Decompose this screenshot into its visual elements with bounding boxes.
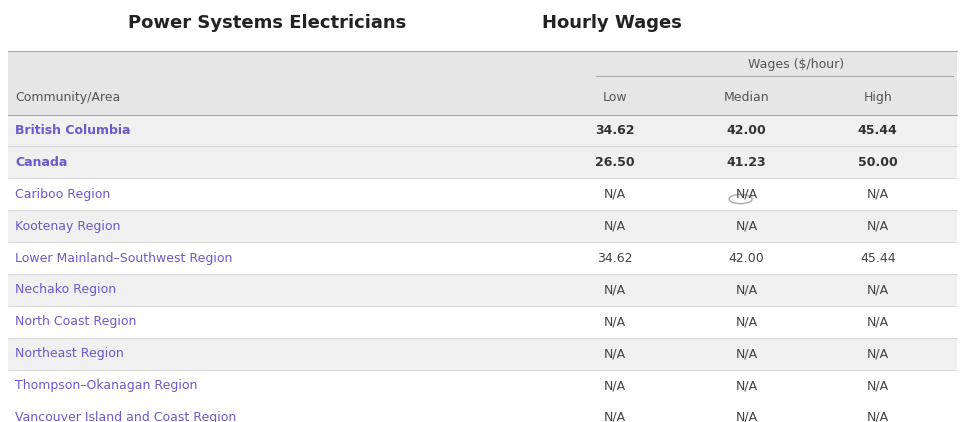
- Text: N/A: N/A: [604, 188, 626, 201]
- Text: N/A: N/A: [867, 219, 889, 233]
- Text: Vancouver Island and Coast Region: Vancouver Island and Coast Region: [15, 411, 236, 422]
- Text: Low: Low: [602, 91, 627, 103]
- Text: N/A: N/A: [735, 379, 758, 392]
- FancyBboxPatch shape: [8, 210, 957, 242]
- Text: Community/Area: Community/Area: [15, 91, 121, 103]
- Text: High: High: [864, 91, 893, 103]
- Text: N/A: N/A: [604, 411, 626, 422]
- Text: N/A: N/A: [867, 411, 889, 422]
- Text: 41.23: 41.23: [727, 156, 766, 169]
- Text: 45.44: 45.44: [858, 124, 897, 137]
- Text: Power Systems Electricians: Power Systems Electricians: [127, 14, 405, 32]
- Text: North Coast Region: North Coast Region: [15, 315, 137, 328]
- Text: 42.00: 42.00: [727, 124, 766, 137]
- Text: Nechako Region: Nechako Region: [15, 284, 117, 296]
- Text: Kootenay Region: Kootenay Region: [15, 219, 121, 233]
- Text: N/A: N/A: [604, 379, 626, 392]
- Text: Cariboo Region: Cariboo Region: [15, 188, 111, 201]
- Text: Median: Median: [724, 91, 769, 103]
- Text: N/A: N/A: [867, 315, 889, 328]
- Text: 50.00: 50.00: [858, 156, 897, 169]
- Text: N/A: N/A: [604, 315, 626, 328]
- Text: N/A: N/A: [735, 188, 758, 201]
- Text: 34.62: 34.62: [597, 252, 633, 265]
- Text: N/A: N/A: [735, 284, 758, 296]
- Text: Wages ($/hour): Wages ($/hour): [748, 58, 843, 70]
- Text: N/A: N/A: [735, 411, 758, 422]
- Text: 34.62: 34.62: [595, 124, 635, 137]
- Text: N/A: N/A: [604, 347, 626, 360]
- FancyBboxPatch shape: [8, 274, 957, 306]
- FancyBboxPatch shape: [8, 370, 957, 401]
- FancyBboxPatch shape: [8, 146, 957, 179]
- FancyBboxPatch shape: [8, 401, 957, 422]
- FancyBboxPatch shape: [8, 242, 957, 274]
- Text: Canada: Canada: [15, 156, 68, 169]
- Text: Northeast Region: Northeast Region: [15, 347, 124, 360]
- FancyBboxPatch shape: [8, 51, 957, 114]
- Text: N/A: N/A: [735, 219, 758, 233]
- FancyBboxPatch shape: [8, 114, 957, 146]
- FancyBboxPatch shape: [8, 306, 957, 338]
- Text: N/A: N/A: [604, 219, 626, 233]
- Text: N/A: N/A: [604, 284, 626, 296]
- Text: 42.00: 42.00: [729, 252, 764, 265]
- Text: N/A: N/A: [735, 347, 758, 360]
- FancyBboxPatch shape: [8, 179, 957, 210]
- Text: Hourly Wages: Hourly Wages: [542, 14, 682, 32]
- Text: Thompson–Okanagan Region: Thompson–Okanagan Region: [15, 379, 198, 392]
- Text: N/A: N/A: [867, 284, 889, 296]
- Text: N/A: N/A: [735, 315, 758, 328]
- Text: N/A: N/A: [867, 379, 889, 392]
- Text: British Columbia: British Columbia: [15, 124, 130, 137]
- FancyBboxPatch shape: [8, 338, 957, 370]
- Text: N/A: N/A: [867, 188, 889, 201]
- Text: Lower Mainland–Southwest Region: Lower Mainland–Southwest Region: [15, 252, 233, 265]
- Text: 45.44: 45.44: [860, 252, 896, 265]
- Text: N/A: N/A: [867, 347, 889, 360]
- Text: 26.50: 26.50: [595, 156, 635, 169]
